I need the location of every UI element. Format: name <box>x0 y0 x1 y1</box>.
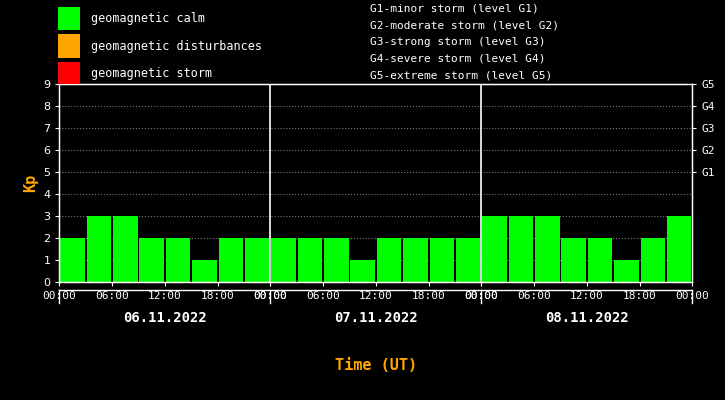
Bar <box>324 238 349 282</box>
Bar <box>614 260 639 282</box>
Y-axis label: Kp: Kp <box>22 174 38 192</box>
Bar <box>535 216 560 282</box>
Text: G5-extreme storm (level G5): G5-extreme storm (level G5) <box>370 70 552 81</box>
Bar <box>430 238 454 282</box>
Bar <box>350 260 375 282</box>
Bar <box>298 238 322 282</box>
Bar <box>58 62 80 86</box>
Text: geomagnetic storm: geomagnetic storm <box>91 68 212 80</box>
Bar <box>561 238 586 282</box>
Bar <box>403 238 428 282</box>
Bar <box>482 216 507 282</box>
Bar <box>166 238 191 282</box>
Bar <box>60 238 85 282</box>
Bar <box>667 216 692 282</box>
Text: 08.11.2022: 08.11.2022 <box>545 311 629 325</box>
Text: G4-severe storm (level G4): G4-severe storm (level G4) <box>370 54 545 64</box>
Bar <box>58 7 80 30</box>
Text: G2-moderate storm (level G2): G2-moderate storm (level G2) <box>370 20 559 30</box>
Text: G1-minor storm (level G1): G1-minor storm (level G1) <box>370 3 539 13</box>
Bar <box>87 216 111 282</box>
Text: 06.11.2022: 06.11.2022 <box>123 311 207 325</box>
Bar <box>456 238 481 282</box>
Bar <box>192 260 217 282</box>
Text: 07.11.2022: 07.11.2022 <box>334 311 418 325</box>
Bar <box>219 238 243 282</box>
Text: G3-strong storm (level G3): G3-strong storm (level G3) <box>370 37 545 47</box>
Bar <box>271 238 296 282</box>
Bar <box>139 238 164 282</box>
Text: geomagnetic calm: geomagnetic calm <box>91 12 204 25</box>
Bar <box>58 34 80 58</box>
Bar <box>509 216 533 282</box>
Bar <box>245 238 270 282</box>
Bar <box>641 238 665 282</box>
Bar <box>113 216 138 282</box>
Bar <box>377 238 402 282</box>
Bar <box>588 238 613 282</box>
Text: Time (UT): Time (UT) <box>335 358 417 374</box>
Text: geomagnetic disturbances: geomagnetic disturbances <box>91 40 262 53</box>
